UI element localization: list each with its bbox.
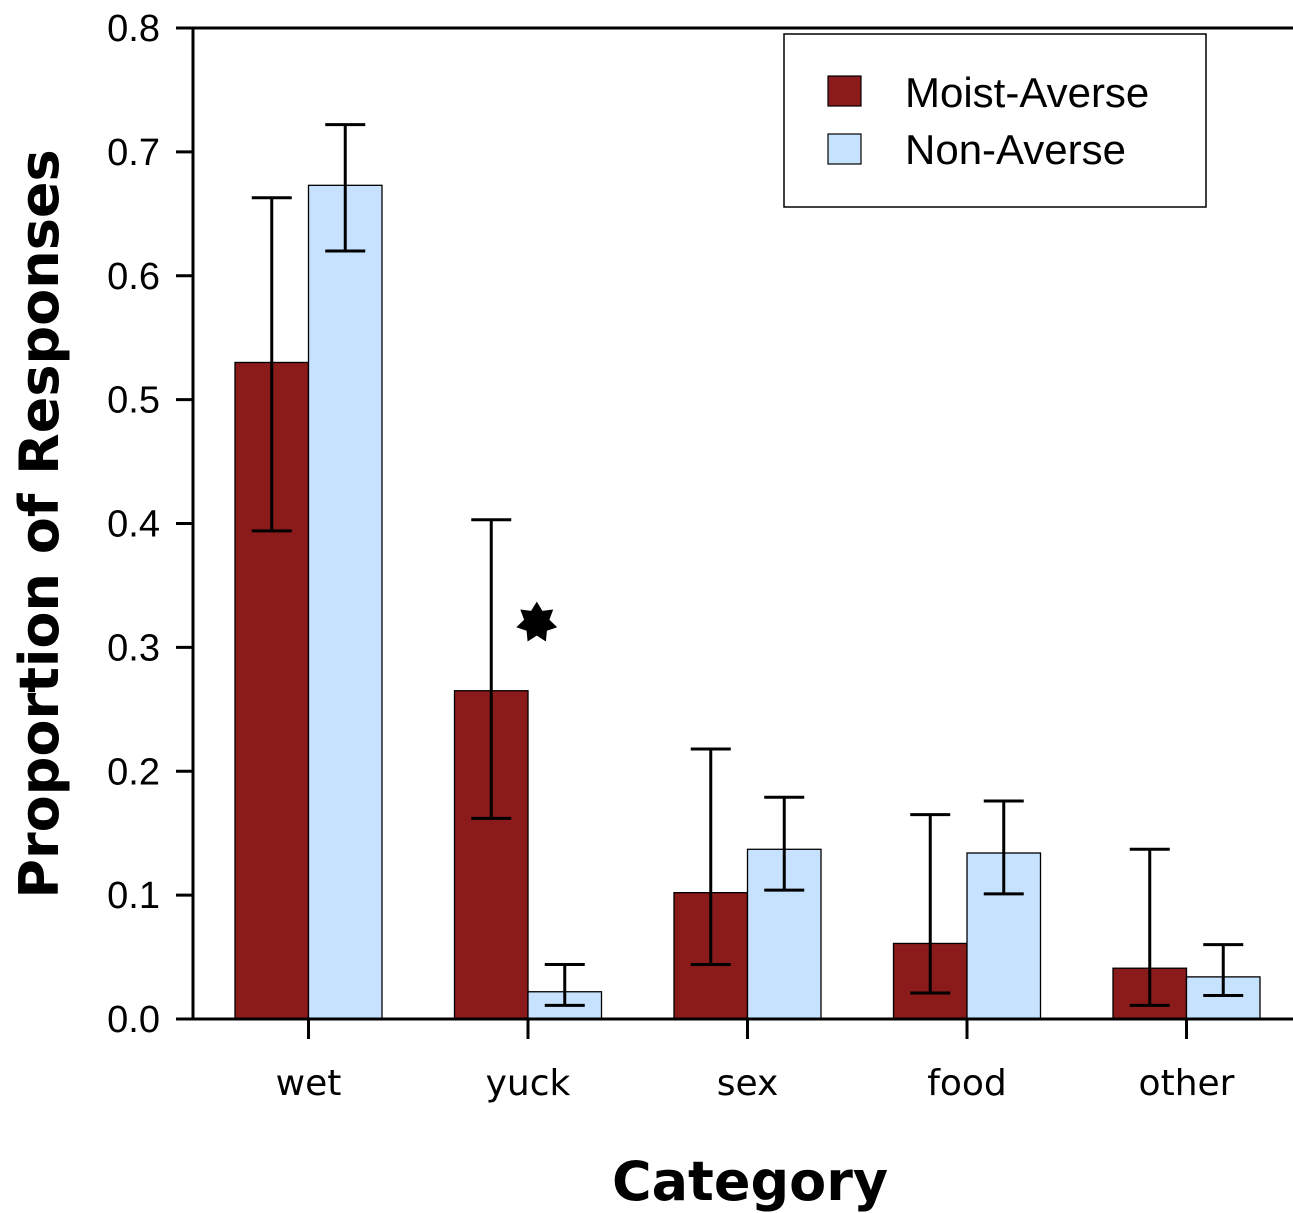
error-bar-moist-averse-sex — [690, 747, 731, 966]
y-tick-label-0.2: 0.2 — [107, 751, 160, 793]
y-tick-label-0.4: 0.4 — [107, 504, 160, 546]
bar-non-averse-wet — [307, 184, 383, 1020]
error-bar-moist-averse-wet — [251, 196, 292, 533]
error-bars-layer — [251, 123, 1244, 1007]
error-bar-non-averse-sex — [764, 795, 805, 892]
y-tick-label-0.7: 0.7 — [107, 132, 160, 174]
error-bar-moist-averse-other — [1129, 847, 1170, 1007]
x-tick-label-yuck: yuck — [486, 1063, 571, 1104]
error-bar-non-averse-wet — [325, 123, 366, 253]
legend-label-moist-averse: Moist-Averse — [905, 69, 1149, 116]
y-tick-label-0.1: 0.1 — [107, 875, 160, 917]
significance-star-icon — [516, 601, 558, 642]
y-tick-label-0.3: 0.3 — [107, 627, 160, 669]
legend-label-non-averse: Non-Averse — [905, 126, 1126, 173]
y-tick-label-0.0: 0.0 — [107, 999, 160, 1041]
y-axis-title: Proportion of Responses — [8, 149, 71, 898]
error-bar-moist-averse-yuck — [471, 518, 512, 820]
y-tick-label-0.6: 0.6 — [107, 256, 160, 298]
x-ticks-layer: wet yuck sex food other — [276, 1019, 1235, 1104]
x-axis-title: Category — [612, 1150, 888, 1213]
annotations-layer — [516, 601, 558, 642]
y-ticks-layer: 0.0 0.1 0.2 0.3 0.4 0.5 0.6 0.7 0.8 — [107, 8, 193, 1041]
x-tick-label-other: other — [1139, 1063, 1235, 1104]
bars-layer — [234, 184, 1261, 1020]
error-bar-moist-averse-food — [910, 813, 951, 995]
y-tick-label-0.5: 0.5 — [107, 380, 160, 422]
x-tick-label-sex: sex — [717, 1063, 779, 1104]
legend-swatch-moist-averse — [827, 75, 862, 107]
legend-box — [783, 33, 1207, 208]
error-bar-non-averse-other — [1203, 943, 1244, 997]
error-bar-non-averse-food — [983, 799, 1024, 896]
error-bar-non-averse-yuck — [544, 962, 585, 1007]
x-tick-label-wet: wet — [276, 1063, 342, 1104]
legend: Moist-Averse Non-Averse — [783, 33, 1207, 208]
x-tick-label-food: food — [927, 1063, 1007, 1104]
y-tick-label-0.8: 0.8 — [107, 8, 160, 50]
legend-swatch-non-averse — [827, 133, 862, 165]
